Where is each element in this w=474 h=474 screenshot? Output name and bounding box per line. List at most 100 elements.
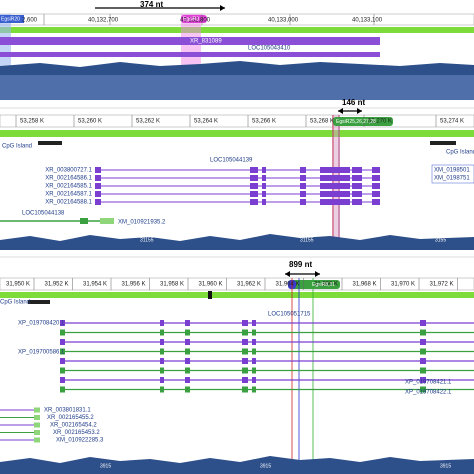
sirna-box xyxy=(288,280,340,289)
exon xyxy=(242,377,248,383)
exon xyxy=(420,386,426,393)
exon xyxy=(372,167,380,173)
chromosome-bar xyxy=(0,27,474,33)
ruler-label: 40,133,000 xyxy=(268,18,299,24)
gene-label: XR_831089 xyxy=(190,39,222,45)
exon xyxy=(34,437,40,443)
ruler xyxy=(0,277,474,291)
exon xyxy=(252,320,256,326)
exon xyxy=(300,199,306,205)
sirna-box xyxy=(0,15,24,23)
marker xyxy=(208,291,212,299)
exon xyxy=(95,175,101,181)
ruler-label: 53,260 K xyxy=(78,119,102,125)
cpg-bar xyxy=(430,141,456,145)
exon xyxy=(252,348,256,355)
coverage xyxy=(0,75,474,100)
exon xyxy=(95,199,101,205)
sirna-label: EgsiR8,31 xyxy=(312,282,335,288)
exon xyxy=(352,199,362,205)
exon xyxy=(242,348,248,355)
exon xyxy=(34,415,40,420)
exon xyxy=(242,367,248,374)
exon xyxy=(252,339,256,345)
exon xyxy=(250,199,258,205)
exon xyxy=(262,199,266,205)
coverage xyxy=(0,456,474,474)
cpg-bar xyxy=(28,300,50,304)
ruler-label: 31,964 K xyxy=(276,282,300,288)
exon xyxy=(262,183,266,189)
exon xyxy=(160,348,164,355)
transcript-label: XP_019700586.1 xyxy=(18,350,65,356)
ruler-label: 31,966 K xyxy=(314,282,338,288)
exon xyxy=(352,191,362,197)
transcript-label: XR_002165453.2 xyxy=(53,430,100,436)
transcript-label: XR_003801831.1 xyxy=(44,408,91,414)
ruler-label: 40,132,700 xyxy=(88,18,119,24)
exon xyxy=(185,348,190,355)
ruler-label: 31,958 K xyxy=(160,282,184,288)
coverage-label: 3155 xyxy=(435,237,446,243)
exon xyxy=(242,320,248,326)
cpg-bar xyxy=(38,141,62,145)
coverage xyxy=(0,234,474,250)
exon xyxy=(95,183,101,189)
coverage-label: 31155 xyxy=(140,237,154,243)
exon xyxy=(60,367,65,374)
exon xyxy=(320,183,350,189)
exon xyxy=(185,329,190,336)
arrowhead xyxy=(338,108,362,114)
gene-label: LOC105043410 xyxy=(248,46,291,52)
transcript-label: XP_019708422.1 xyxy=(405,390,452,396)
exon xyxy=(420,339,426,345)
exon xyxy=(420,348,426,355)
ruler-label: 31,962 K xyxy=(237,282,261,288)
exon xyxy=(60,348,65,355)
exon xyxy=(372,175,380,181)
exon xyxy=(60,377,65,383)
ruler-label: 31,954 K xyxy=(83,282,107,288)
ruler-label: 2,600 xyxy=(22,18,38,24)
transcript-label: XM_0198751 xyxy=(434,176,470,182)
transcript-label: XM_010921935.2 xyxy=(118,220,166,226)
ruler-label: 31,970 K xyxy=(391,282,415,288)
ruler xyxy=(0,13,474,26)
ruler-label: 40,132,800 xyxy=(180,18,211,24)
exon xyxy=(320,167,350,173)
exon xyxy=(252,329,256,336)
transcript-label: XR_003800727.1 xyxy=(45,168,92,174)
sirna-box xyxy=(333,117,393,126)
exon xyxy=(252,386,256,393)
label-box xyxy=(431,164,474,184)
exon xyxy=(262,167,266,173)
exon xyxy=(185,339,190,345)
cpg-label: CpG Island xyxy=(446,150,474,156)
scale-label: 146 nt xyxy=(342,98,365,107)
exon xyxy=(300,167,306,173)
transcript-label: XR_002164587.1 xyxy=(45,192,92,198)
ruler-label: 31,950 K xyxy=(6,282,30,288)
exon xyxy=(352,183,362,189)
chromosome-bar xyxy=(0,130,474,137)
scale-label: 899 nt xyxy=(289,260,312,269)
exon xyxy=(60,329,65,336)
chromosome-bar xyxy=(0,292,474,298)
exon xyxy=(320,191,350,197)
exon xyxy=(34,407,40,413)
exon xyxy=(160,339,164,345)
exon xyxy=(60,386,65,393)
exon xyxy=(262,191,266,197)
ruler-label: 31,972 K xyxy=(430,282,454,288)
exon xyxy=(60,320,65,326)
transcript-label: XP_019708421.1 xyxy=(405,380,452,386)
exon xyxy=(352,167,362,173)
exon xyxy=(160,386,164,393)
transcript-label: XP_019708420.1 xyxy=(18,321,65,327)
coverage-label: 3915 xyxy=(100,463,111,469)
ruler-label: 53,268 K xyxy=(310,119,334,125)
exon xyxy=(252,377,256,383)
ruler-label: 53,262 K xyxy=(136,119,160,125)
exon xyxy=(160,377,164,383)
ruler-label: 53,274 K xyxy=(440,119,464,125)
